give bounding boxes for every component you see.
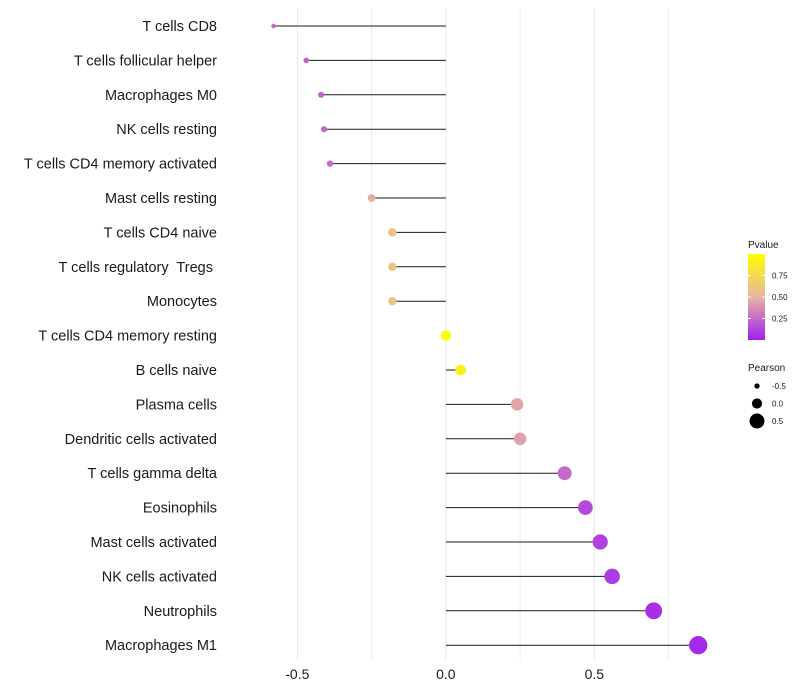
dot-t-cells-gamma-delta <box>557 466 572 481</box>
lollipop-stems <box>273 25 699 646</box>
pvalue-legend: Pvalue 0.75 0.50 0.25 <box>748 240 788 340</box>
y-label-plasma-cells: Plasma cells <box>136 397 217 413</box>
dot-neutrophils <box>645 602 663 620</box>
dot-nk-cells-activated <box>604 568 620 585</box>
dot-mast-cells-activated <box>592 534 608 550</box>
dot-t-cells-regulatory-tregs <box>388 262 397 272</box>
pearson-legend-keys: -0.5 0.0 0.5 <box>749 382 786 429</box>
x-tick-label: -0.5 <box>285 666 309 682</box>
y-label-macrophages-m1: Macrophages M1 <box>105 638 217 654</box>
y-label-t-cells-gamma-delta: T cells gamma delta <box>88 466 218 482</box>
dot-t-cells-cd8 <box>271 23 276 29</box>
y-label-eosinophils: Eosinophils <box>143 501 217 517</box>
y-label-mast-cells-activated: Mast cells activated <box>90 535 217 551</box>
x-tick-label: 0.5 <box>585 666 605 682</box>
y-label-monocytes: Monocytes <box>147 294 217 310</box>
dot-plasma-cells <box>510 398 524 411</box>
y-label-nk-cells-activated: NK cells activated <box>102 569 217 585</box>
y-label-t-cells-cd8: T cells CD8 <box>142 19 217 35</box>
y-label-dendritic-cells-activated: Dendritic cells activated <box>65 432 217 448</box>
pvalue-legend-title: Pvalue <box>748 240 779 251</box>
pearson-key-dot <box>754 383 760 389</box>
y-label-mast-cells-resting: Mast cells resting <box>105 191 217 207</box>
grid-lines <box>296 8 669 660</box>
x-tick-label: 0.0 <box>436 666 456 682</box>
pearson-key-dot <box>751 398 763 409</box>
pearson-key-label: -0.5 <box>772 382 786 391</box>
dot-t-cells-cd4-naive <box>388 228 397 237</box>
y-axis-labels: T cells CD8 T cells follicular helper Macr… <box>24 19 218 654</box>
pearson-legend: Pearson -0.5 0.0 0.5 <box>748 363 786 429</box>
y-label-t-cells-regulatory-tregs: T cells regulatory Tregs <box>59 260 218 276</box>
y-label-b-cells-naive: B cells naive <box>136 363 217 379</box>
pvalue-tick-label: 0.25 <box>772 315 788 324</box>
pvalue-colorbar <box>748 254 765 340</box>
y-label-t-cells-cd4-memory-activated: T cells CD4 memory activated <box>24 157 217 173</box>
pvalue-legend-ticks: 0.75 0.50 0.25 <box>748 272 788 324</box>
y-label-macrophages-m0: Macrophages M0 <box>105 88 217 104</box>
dot-mast-cells-resting <box>367 194 376 202</box>
y-label-t-cells-cd4-naive: T cells CD4 naive <box>104 225 217 241</box>
dot-t-cells-cd4-memory-resting <box>440 330 451 341</box>
dot-eosinophils <box>578 500 593 515</box>
lollipop-dots <box>271 23 708 655</box>
dot-nk-cells-resting <box>320 126 328 133</box>
y-label-neutrophils: Neutrophils <box>144 604 217 620</box>
y-label-t-cells-cd4-memory-resting: T cells CD4 memory resting <box>38 329 217 345</box>
dot-dendritic-cells-activated <box>513 432 527 446</box>
y-label-t-cells-follicular-helper: T cells follicular helper <box>74 53 217 69</box>
dot-t-cells-cd4-memory-activated <box>326 160 334 167</box>
pvalue-tick-label: 0.50 <box>772 293 788 302</box>
dot-macrophages-m1 <box>689 636 708 655</box>
pearson-key-dot <box>749 413 765 429</box>
pearson-legend-title: Pearson <box>748 363 785 374</box>
dot-t-cells-follicular-helper <box>303 57 310 64</box>
pearson-key-label: 0.5 <box>772 417 784 426</box>
dot-monocytes <box>388 296 397 306</box>
pvalue-tick-label: 0.75 <box>772 272 788 281</box>
dot-macrophages-m0 <box>318 91 325 98</box>
x-axis-tick-labels: -0.5 0.0 0.5 <box>285 666 604 682</box>
pearson-key-label: 0.0 <box>772 400 784 409</box>
dot-b-cells-naive <box>455 364 466 376</box>
y-label-nk-cells-resting: NK cells resting <box>116 122 217 138</box>
